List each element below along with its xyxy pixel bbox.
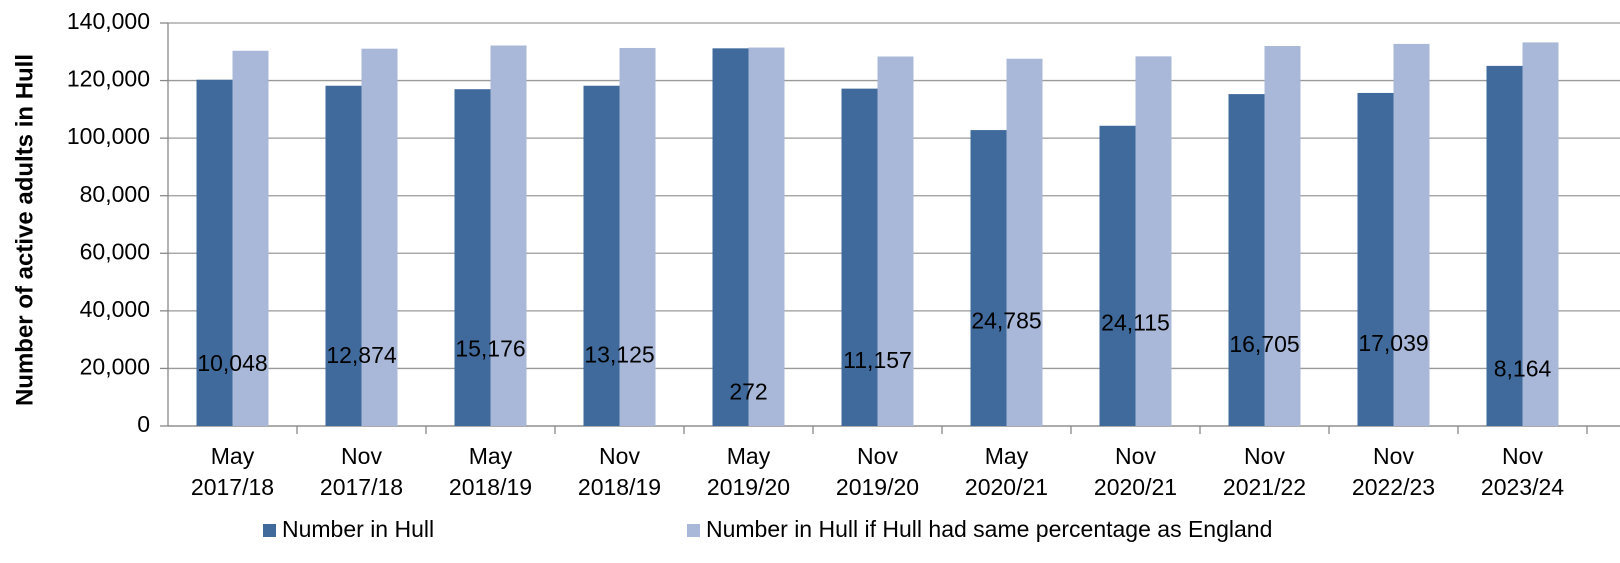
- x-tick-label: 2023/24: [1481, 474, 1564, 500]
- x-tick-label: 2019/20: [836, 474, 919, 500]
- bar: [619, 47, 656, 426]
- difference-label: 13,125: [584, 341, 654, 367]
- x-tick-label: May: [469, 443, 513, 469]
- difference-label: 15,176: [455, 335, 525, 361]
- bar: [1135, 56, 1172, 426]
- legend-swatch: [687, 524, 700, 537]
- x-tick-label: 2019/20: [707, 474, 790, 500]
- x-tick-label: Nov: [599, 443, 640, 469]
- bar: [196, 79, 233, 426]
- y-tick-label: 40,000: [80, 296, 150, 322]
- x-tick-label: Nov: [1373, 443, 1414, 469]
- difference-label: 12,874: [326, 342, 397, 368]
- bar: [748, 47, 785, 426]
- x-tick-label: May: [211, 443, 255, 469]
- bar: [1006, 58, 1043, 427]
- bar: [361, 48, 398, 427]
- legend-swatch: [263, 524, 276, 537]
- difference-label: 24,785: [971, 308, 1041, 334]
- y-tick-label: 120,000: [67, 66, 150, 92]
- y-tick-label: 0: [137, 411, 150, 437]
- bar: [1228, 94, 1265, 427]
- bar: [454, 89, 491, 426]
- x-tick-label: 2021/22: [1223, 474, 1306, 500]
- bar: [1264, 46, 1301, 426]
- y-tick-label: 80,000: [80, 181, 150, 207]
- x-tick-label: Nov: [341, 443, 382, 469]
- bar: [1357, 92, 1394, 427]
- bar: [712, 48, 749, 427]
- bar: [841, 88, 878, 426]
- difference-label: 8,164: [1494, 356, 1552, 382]
- bar: [232, 50, 269, 427]
- x-tick-label: Nov: [1115, 443, 1156, 469]
- x-tick-label: 2017/18: [191, 474, 274, 500]
- bar: [1099, 125, 1136, 426]
- x-tick-label: May: [985, 443, 1029, 469]
- x-tick-label: May: [727, 443, 771, 469]
- difference-label: 17,039: [1358, 330, 1428, 356]
- x-tick-label: 2018/19: [449, 474, 532, 500]
- y-axis-label: Number of active adults in Hull: [11, 54, 38, 406]
- x-tick-label: Nov: [857, 443, 898, 469]
- x-tick-label: 2020/21: [965, 474, 1048, 500]
- bar: [877, 56, 914, 427]
- x-tick-label: 2022/23: [1352, 474, 1435, 500]
- bar: [490, 45, 527, 426]
- bar: [583, 85, 620, 426]
- y-tick-label: 140,000: [67, 8, 150, 34]
- x-tick-label: 2020/21: [1094, 474, 1177, 500]
- bar: [1522, 42, 1559, 427]
- legend-label: Number in Hull if Hull had same percenta…: [706, 516, 1272, 542]
- difference-label: 24,115: [1101, 310, 1170, 336]
- x-tick-label: Nov: [1502, 443, 1543, 469]
- x-tick-label: 2018/19: [578, 474, 661, 500]
- bar: [970, 130, 1007, 426]
- y-tick-label: 20,000: [80, 354, 150, 380]
- difference-label: 11,157: [843, 347, 912, 373]
- x-tick-label: Nov: [1244, 443, 1285, 469]
- bar: [1486, 65, 1523, 426]
- difference-label: 16,705: [1229, 331, 1299, 357]
- y-tick-label: 100,000: [67, 123, 150, 149]
- bar: [1393, 43, 1430, 426]
- legend-label: Number in Hull: [282, 516, 434, 542]
- difference-label: 272: [729, 378, 767, 404]
- x-tick-label: 2017/18: [320, 474, 403, 500]
- difference-label: 10,048: [197, 350, 267, 376]
- y-tick-label: 60,000: [80, 238, 150, 264]
- bar: [325, 85, 362, 426]
